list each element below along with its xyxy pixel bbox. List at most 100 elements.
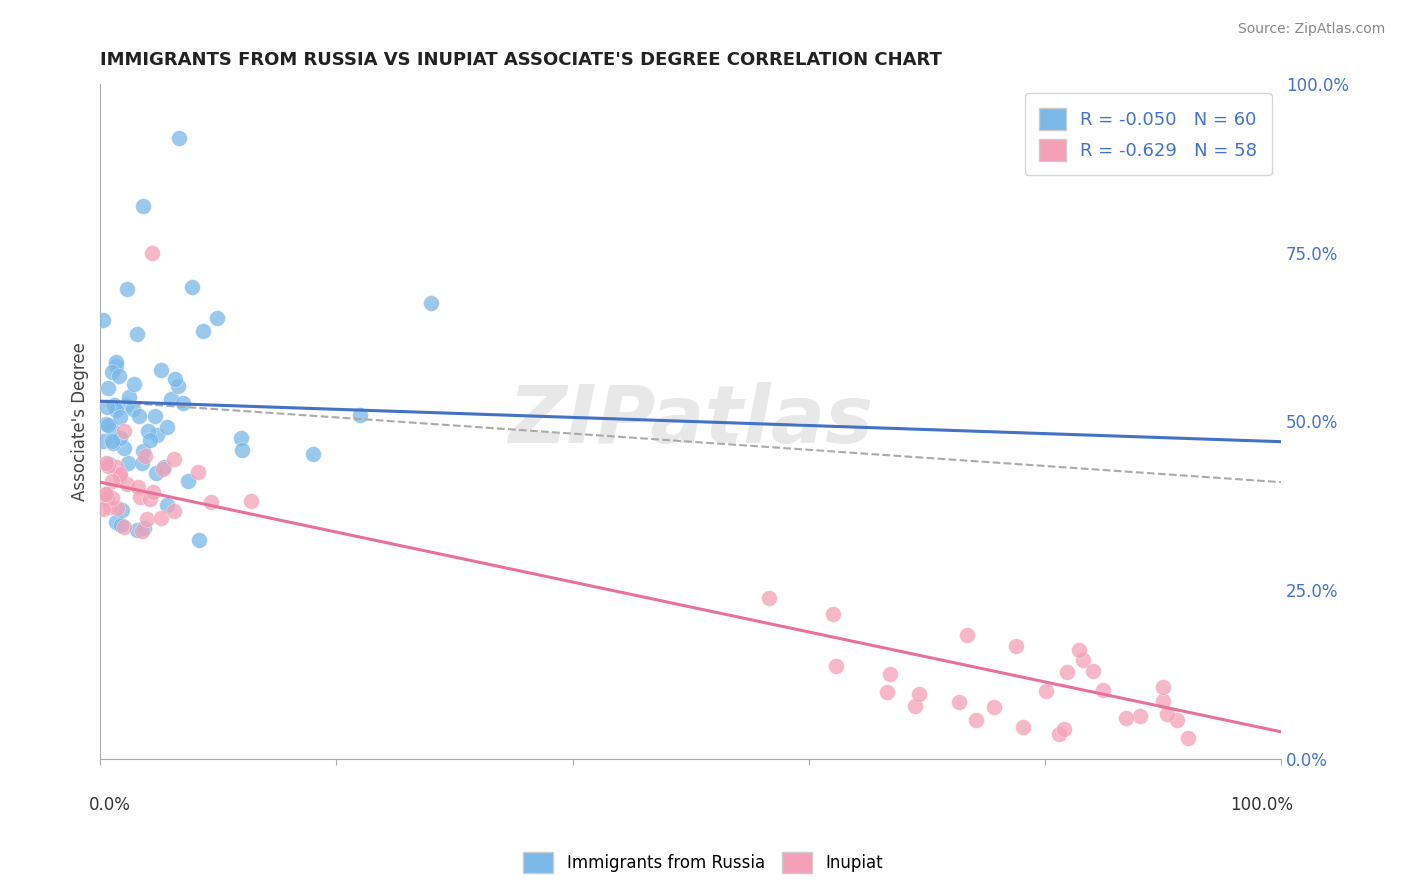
Point — [112, 424, 135, 438]
Point — [156, 420, 179, 434]
Text: 100.0%: 100.0% — [1230, 796, 1292, 814]
Point — [104, 459, 127, 474]
Point — [152, 462, 174, 476]
Point — [983, 700, 1005, 714]
Point — [142, 485, 165, 500]
Point — [94, 487, 117, 501]
Point — [101, 434, 124, 448]
Point — [876, 685, 898, 699]
Point — [1166, 714, 1188, 728]
Text: 0.0%: 0.0% — [89, 796, 131, 814]
Y-axis label: Associate's Degree: Associate's Degree — [72, 342, 89, 501]
Point — [231, 431, 253, 445]
Point — [1047, 727, 1070, 741]
Point — [96, 491, 118, 506]
Point — [956, 628, 979, 642]
Point — [132, 444, 155, 458]
Point — [1071, 653, 1094, 667]
Point — [1152, 694, 1174, 708]
Point — [1115, 711, 1137, 725]
Point — [96, 417, 118, 432]
Point — [128, 409, 150, 424]
Point — [115, 398, 138, 412]
Point — [1091, 682, 1114, 697]
Point — [160, 392, 183, 406]
Point — [150, 363, 173, 377]
Point — [166, 378, 188, 392]
Point — [139, 492, 162, 507]
Point — [110, 431, 132, 445]
Point — [96, 487, 118, 501]
Point — [115, 476, 138, 491]
Point — [193, 324, 215, 338]
Point — [187, 465, 209, 479]
Point — [419, 296, 441, 310]
Point — [125, 524, 148, 538]
Point — [143, 409, 166, 423]
Point — [1035, 684, 1057, 698]
Point — [908, 687, 931, 701]
Point — [163, 372, 186, 386]
Point — [135, 512, 157, 526]
Point — [131, 456, 153, 470]
Point — [965, 713, 987, 727]
Point — [105, 359, 128, 373]
Point — [127, 480, 149, 494]
Point — [91, 501, 114, 516]
Point — [100, 421, 122, 435]
Point — [134, 450, 156, 464]
Point — [349, 408, 371, 422]
Point — [97, 381, 120, 395]
Point — [1156, 706, 1178, 721]
Point — [98, 457, 121, 471]
Point — [231, 442, 253, 457]
Point — [163, 451, 186, 466]
Point — [139, 433, 162, 447]
Point — [1011, 720, 1033, 734]
Point — [101, 365, 124, 379]
Point — [153, 459, 176, 474]
Point — [824, 659, 846, 673]
Point — [108, 467, 131, 481]
Point — [112, 442, 135, 456]
Point — [1005, 640, 1028, 654]
Point — [1152, 680, 1174, 694]
Point — [101, 436, 124, 450]
Point — [758, 591, 780, 606]
Point — [108, 469, 131, 483]
Point — [1083, 664, 1105, 678]
Point — [156, 498, 179, 512]
Point — [105, 403, 128, 417]
Point — [129, 490, 152, 504]
Point — [105, 355, 128, 369]
Point — [103, 398, 125, 412]
Text: IMMIGRANTS FROM RUSSIA VS INUPIAT ASSOCIATE'S DEGREE CORRELATION CHART: IMMIGRANTS FROM RUSSIA VS INUPIAT ASSOCI… — [100, 51, 942, 69]
Point — [167, 131, 190, 145]
Point — [1129, 709, 1152, 723]
Point — [105, 501, 128, 516]
Point — [879, 667, 901, 681]
Point — [149, 511, 172, 525]
Point — [131, 198, 153, 212]
Point — [188, 533, 211, 547]
Point — [205, 311, 228, 326]
Point — [118, 390, 141, 404]
Point — [145, 466, 167, 480]
Point — [1069, 643, 1091, 657]
Point — [105, 515, 128, 529]
Point — [97, 459, 120, 474]
Point — [136, 424, 159, 438]
Point — [177, 474, 200, 488]
Point — [302, 447, 325, 461]
Point — [180, 279, 202, 293]
Legend: R = -0.050   N = 60, R = -0.629   N = 58: R = -0.050 N = 60, R = -0.629 N = 58 — [1025, 93, 1272, 175]
Point — [101, 491, 124, 506]
Point — [117, 456, 139, 470]
Legend: Immigrants from Russia, Inupiat: Immigrants from Russia, Inupiat — [517, 846, 889, 880]
Point — [122, 377, 145, 392]
Point — [146, 428, 169, 442]
Point — [121, 402, 143, 417]
Point — [107, 369, 129, 384]
Point — [111, 502, 134, 516]
Point — [1053, 722, 1076, 736]
